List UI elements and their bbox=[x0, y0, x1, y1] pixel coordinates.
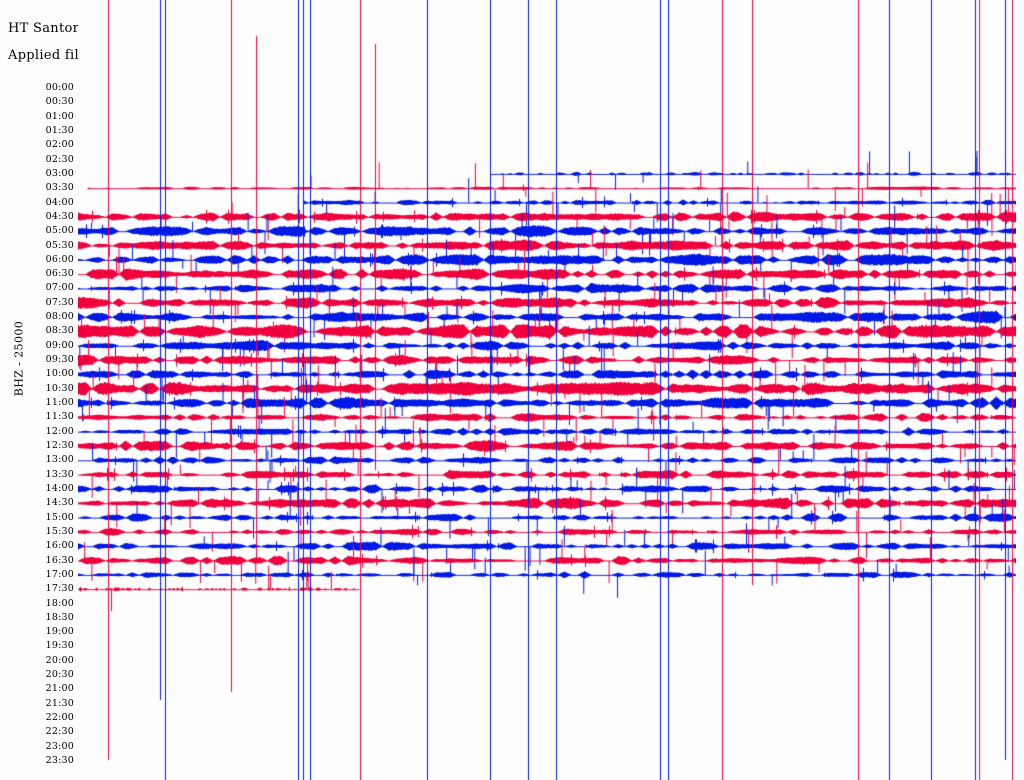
time-axis: 00:00 00:30 01:00 01:30 02:00 02:30 03:00 03:30… bbox=[0, 0, 78, 780]
time-tick-label: 15:30 bbox=[45, 525, 74, 537]
time-tick-label: 03:30 bbox=[45, 182, 74, 194]
time-tick-label: 05:30 bbox=[45, 239, 74, 251]
time-tick-label: 03:00 bbox=[45, 167, 74, 179]
time-tick-label: 11:00 bbox=[45, 397, 74, 409]
time-tick-label: 12:30 bbox=[45, 440, 74, 451]
time-tick-label: 13:00 bbox=[45, 454, 74, 466]
time-tick-label: 21:00 bbox=[45, 683, 74, 695]
time-tick-label: 20:00 bbox=[45, 654, 74, 666]
time-tick-label: 19:30 bbox=[45, 640, 74, 652]
time-tick-label: 01:30 bbox=[45, 124, 74, 136]
time-tick-label: 11:30 bbox=[45, 411, 74, 423]
time-tick-label: 17:00 bbox=[45, 568, 74, 580]
time-tick-label: 05:00 bbox=[45, 225, 74, 237]
time-tick-label: 06:00 bbox=[45, 253, 74, 265]
time-tick-label: 13:30 bbox=[45, 468, 74, 480]
time-tick-label: 19:00 bbox=[45, 626, 74, 638]
time-tick-label: 18:00 bbox=[45, 597, 74, 609]
time-tick-label: 21:30 bbox=[45, 697, 74, 709]
time-tick-label: 02:30 bbox=[45, 153, 74, 165]
time-tick-label: 23:00 bbox=[45, 740, 74, 752]
time-tick-label: 00:30 bbox=[45, 96, 74, 108]
time-tick-label: 09:00 bbox=[45, 339, 74, 351]
time-tick-label: 08:30 bbox=[45, 325, 74, 337]
time-tick-label: 14:00 bbox=[45, 482, 74, 494]
time-tick-label: 17:30 bbox=[45, 583, 74, 595]
time-tick-label: 14:30 bbox=[45, 497, 74, 509]
time-tick-label: 22:30 bbox=[45, 726, 74, 738]
time-tick-label: 01:00 bbox=[45, 110, 74, 122]
helicorder-plot bbox=[78, 0, 1016, 780]
time-tick-label: 23:30 bbox=[45, 755, 74, 767]
time-tick-label: 06:30 bbox=[45, 268, 74, 280]
time-tick-label: 04:30 bbox=[45, 210, 74, 222]
time-tick-label: 10:30 bbox=[45, 382, 74, 394]
time-tick-label: 10:00 bbox=[45, 368, 74, 380]
time-tick-label: 07:00 bbox=[45, 282, 74, 294]
time-tick-label: 16:30 bbox=[45, 554, 74, 566]
time-tick-label: 12:00 bbox=[45, 425, 74, 437]
time-tick-label: 04:00 bbox=[45, 196, 74, 208]
time-tick-label: 09:30 bbox=[45, 354, 74, 366]
time-tick-label: 07:30 bbox=[45, 296, 74, 308]
time-tick-label: 15:00 bbox=[45, 511, 74, 523]
time-tick-label: 18:30 bbox=[45, 611, 74, 623]
time-tick-label: 22:00 bbox=[45, 712, 74, 724]
seismic-traces-canvas bbox=[78, 0, 1016, 780]
time-tick-label: 08:00 bbox=[45, 311, 74, 323]
time-tick-label: 16:00 bbox=[45, 540, 74, 552]
time-tick-label: 20:30 bbox=[45, 669, 74, 681]
time-tick-label: 02:00 bbox=[45, 139, 74, 151]
time-tick-label: 00:00 bbox=[45, 82, 74, 93]
